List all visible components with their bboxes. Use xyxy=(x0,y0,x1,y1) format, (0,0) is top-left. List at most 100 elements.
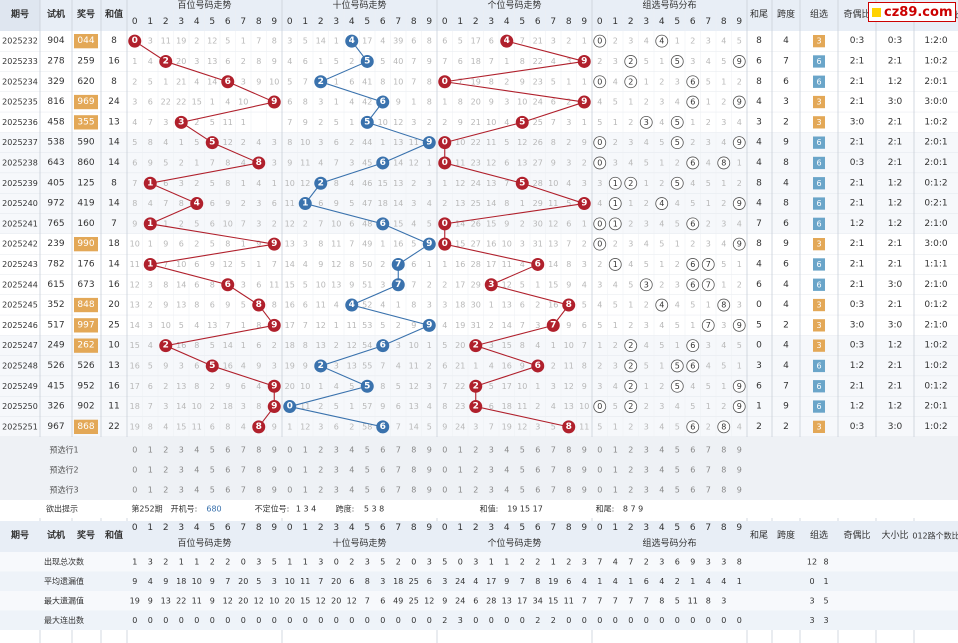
stats-value: 0 xyxy=(613,616,618,625)
hundreds-ball-digit: 1 xyxy=(147,219,153,229)
digit-col-label: 1 xyxy=(612,17,618,27)
miss-value: 13 xyxy=(207,321,217,330)
route-cell: 2:1:0 xyxy=(924,320,948,330)
trial-cell: 972 xyxy=(47,199,64,209)
group-miss: 3 xyxy=(644,321,649,330)
miss-value: 13 xyxy=(130,301,140,310)
span-cell: 2 xyxy=(783,422,789,432)
group-miss: 1 xyxy=(613,118,618,127)
miss-value: 14 xyxy=(486,199,496,208)
route-cell: 2:0:1 xyxy=(924,158,947,168)
group-miss: 5 xyxy=(706,77,711,86)
stats-value: 0 xyxy=(489,616,494,625)
sum-tail-cell: 4 xyxy=(756,138,762,148)
group-badge xyxy=(813,400,825,413)
hint-sum-value: 19 15 17 xyxy=(507,505,543,514)
miss-value: 15 xyxy=(285,280,295,289)
sum-tail-header: 和尾 xyxy=(750,9,768,20)
stats-value: 2 xyxy=(535,616,540,625)
miss-value: 13 xyxy=(393,179,403,188)
stats-value: 22 xyxy=(176,596,186,605)
prize-highlight xyxy=(74,94,98,110)
miss-value: 5 xyxy=(210,118,215,127)
odd-even-cell: 3:0 xyxy=(850,117,865,127)
miss-value: 2 xyxy=(349,422,354,431)
preselect-digit: 2 xyxy=(473,446,478,455)
prize-highlight xyxy=(74,34,98,49)
miss-value: 8 xyxy=(551,138,556,147)
group-mark xyxy=(686,217,700,231)
preselect-digit: 8 xyxy=(411,446,416,455)
hundreds-ball xyxy=(267,379,281,393)
miss-value: 2 xyxy=(163,382,168,391)
miss-value: 3 xyxy=(535,422,540,431)
group-miss: 2 xyxy=(721,199,726,208)
stats-label: 平均遗漏值 xyxy=(44,576,84,586)
preselect-digit: 3 xyxy=(179,466,184,475)
logo-mark-icon xyxy=(872,7,881,17)
stats-value: 5 xyxy=(256,577,261,586)
preselect-digit: 2 xyxy=(628,446,633,455)
miss-value: 5 xyxy=(349,382,354,391)
period-header-bottom: 期号 xyxy=(11,529,29,541)
miss-value: 10 xyxy=(409,341,419,350)
miss-value: 3 xyxy=(287,37,292,46)
group-mark xyxy=(624,359,638,373)
miss-value: 4 xyxy=(551,402,556,411)
miss-value: 17 xyxy=(455,280,465,289)
prize-highlight xyxy=(74,237,98,252)
miss-value: 6 xyxy=(442,37,447,46)
stats-value: 0 xyxy=(225,616,230,625)
preselect-digit: 0 xyxy=(597,466,602,475)
sum-cell: 20 xyxy=(108,300,120,310)
miss-value: 14 xyxy=(285,260,295,269)
miss-value: 8 xyxy=(380,382,385,391)
miss-value: 9 xyxy=(427,57,432,66)
miss-value: 15 xyxy=(393,219,403,228)
miss-value: 11 xyxy=(285,199,295,208)
miss-value: 11 xyxy=(347,321,357,330)
site-logo[interactable]: cz89.com xyxy=(868,2,956,22)
preselect-digit: 1 xyxy=(303,446,308,455)
miss-value: 2 xyxy=(551,361,556,370)
miss-value: 3 xyxy=(473,422,478,431)
miss-value: 19 xyxy=(130,422,140,431)
miss-value: 6 xyxy=(241,382,246,391)
miss-value: 48 xyxy=(362,219,372,228)
miss-value: 10 xyxy=(130,240,140,249)
group-miss: 4 xyxy=(675,199,680,208)
preselect-digit: 9 xyxy=(582,446,587,455)
stats-value: 4 xyxy=(582,577,587,586)
stats-value: 9 xyxy=(132,577,137,586)
group-mark-digit: 6 xyxy=(690,158,695,167)
miss-value: 49 xyxy=(362,240,372,249)
span-cell: 4 xyxy=(783,361,789,371)
miss-value: 26 xyxy=(471,219,481,228)
digit-col-label-bottom: 8 xyxy=(256,523,262,533)
stats-group-value: 12 xyxy=(807,557,817,566)
hundreds-ball xyxy=(252,156,266,170)
miss-value: 9 xyxy=(442,422,447,431)
miss-value: 9 xyxy=(303,118,308,127)
miss-value: 26 xyxy=(533,138,543,147)
prize-cell: 176 xyxy=(77,259,94,269)
preselect-digit: 9 xyxy=(427,466,432,475)
stats-group-value: 0 xyxy=(809,577,814,586)
digit-col-label: 9 xyxy=(426,17,432,27)
stats-value: 2 xyxy=(225,557,230,566)
stats-value: 20 xyxy=(285,596,295,605)
miss-value: 7 xyxy=(520,321,525,330)
digit-col-label: 7 xyxy=(395,17,401,27)
group-miss: 3 xyxy=(706,240,711,249)
miss-value: 1 xyxy=(566,77,571,86)
units-ball xyxy=(531,257,545,271)
group-miss: 5 xyxy=(706,382,711,391)
group-mark xyxy=(732,400,746,413)
miss-value: 1 xyxy=(148,240,153,249)
miss-value: 6 xyxy=(272,199,277,208)
group-mark-digit: 3 xyxy=(644,280,649,289)
stats-value: 0 xyxy=(241,557,246,566)
digit-col-label: 5 xyxy=(364,17,370,27)
trial-cell: 904 xyxy=(47,36,64,46)
group-cell: 3 xyxy=(816,240,821,249)
